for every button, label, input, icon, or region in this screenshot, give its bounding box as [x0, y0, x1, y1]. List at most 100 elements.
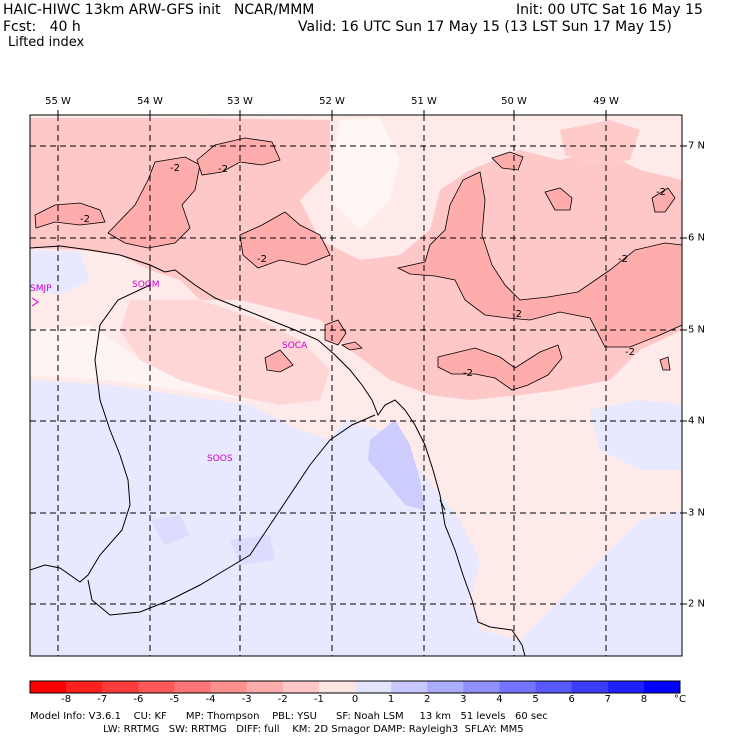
colorbar-swatch: [463, 681, 500, 693]
colorbar-swatch: [355, 681, 392, 693]
colorbar-swatch: [30, 681, 67, 693]
positive-li-area: [230, 535, 275, 565]
lon-label: 53 W: [227, 96, 253, 107]
positive-li-area: [590, 400, 682, 470]
graticule: [30, 115, 682, 656]
strong-negative-li-area: [340, 341, 363, 351]
colorbar-tick-label: 5: [532, 694, 539, 705]
station-marker: [31, 297, 39, 307]
colorbar-swatch: [318, 681, 356, 693]
lat-label: 2 N: [688, 598, 706, 610]
colorbar-tick-label: 1: [387, 694, 395, 705]
colorbar-tick-label: -5: [169, 694, 180, 705]
contour-label: -2: [80, 214, 90, 225]
lat-label: 6 N: [688, 232, 706, 244]
positive-li-area: [30, 250, 90, 295]
positive-li-area: [150, 515, 190, 545]
station-label: SOCA: [282, 341, 308, 351]
negative-li-area: [120, 300, 330, 405]
colorbar: [29, 680, 681, 694]
colorbar-tick-label: -8: [61, 694, 72, 705]
colorbar-tick-label: -1: [313, 694, 324, 705]
border-line: [87, 414, 376, 616]
colorbar-tick-label: 8: [640, 694, 648, 705]
colorbar-tick-label: 6: [568, 694, 575, 705]
colorbar-tick-label: 0: [351, 694, 359, 705]
colorbar-unit: °C: [674, 694, 686, 705]
strong-negative-li-area: [196, 137, 281, 176]
colorbar-tick-label: -2: [277, 694, 288, 705]
strong-negative-li-area: [396, 171, 682, 348]
frame-ticks: [57, 110, 687, 605]
lon-label: 50 W: [501, 96, 527, 107]
strong-negative-li-area: [34, 202, 106, 229]
colorbar-swatch: [282, 681, 320, 693]
contour-label: -2: [625, 347, 635, 358]
lon-label: 52 W: [319, 96, 345, 107]
colorbar-swatch: [391, 681, 428, 693]
station-label: SOGM: [132, 280, 160, 290]
colorbar-swatch: [246, 681, 284, 693]
contour-label: -2: [218, 164, 228, 175]
colorbar-swatch: [138, 681, 175, 693]
station-label: SOOS: [207, 454, 233, 464]
forecast-hour: Fcst: 40 h: [3, 19, 81, 35]
model-info-line2: LW: RRTMG SW: RRTMG DIFF: full KM: 2D Sm…: [30, 724, 524, 735]
field-name: Lifted index: [8, 35, 85, 50]
contour-label: -2: [463, 368, 473, 379]
contour-label: -2: [618, 254, 628, 265]
colorbar-tick-label: -6: [133, 694, 144, 705]
contour-label: -2: [170, 163, 180, 174]
lon-label: 55 W: [45, 96, 71, 107]
coastline: [30, 245, 526, 656]
lon-label: 54 W: [137, 96, 163, 107]
strong-negative-li-area: [239, 211, 331, 269]
model-info-line1: Model Info: V3.6.1 CU: KF MP: Thompson P…: [30, 711, 548, 722]
lat-label: 4 N: [688, 415, 706, 427]
lon-label: 49 W: [593, 96, 619, 107]
border-line: [30, 270, 151, 583]
lon-label: 51 W: [411, 96, 437, 107]
lat-label: 5 N: [688, 324, 706, 336]
colorbar-tick-label: 4: [496, 694, 503, 705]
colorbar-swatch: [174, 681, 212, 693]
colorbar-swatch: [499, 681, 537, 693]
strong-negative-li-area: [107, 156, 201, 249]
contour-label: -2: [656, 187, 666, 198]
model-title: HAIC-HIWC 13km ARW-GFS init NCAR/MMM: [3, 2, 315, 18]
contour-label: -2: [257, 254, 267, 265]
strong-negative-li-area: [324, 319, 347, 346]
lat-label: 7 N: [688, 140, 706, 152]
colorbar-swatch: [427, 681, 464, 693]
border-line: [439, 499, 446, 511]
colorbar-swatch: [643, 681, 681, 693]
map-frame: [29, 114, 683, 657]
colorbar-tick-label: -7: [97, 694, 108, 705]
colorbar-tick-label: -4: [205, 694, 216, 705]
init-time: Init: 00 UTC Sat 16 May 15: [516, 2, 703, 18]
colorbar-tick-label: 3: [460, 694, 467, 705]
colorbar-swatch: [210, 681, 248, 693]
valid-time: Valid: 16 UTC Sun 17 May 15 (13 LST Sun …: [298, 19, 672, 35]
lat-label: 3 N: [688, 507, 706, 519]
colorbar-swatch: [571, 681, 609, 693]
positive-li-area: [368, 420, 425, 510]
colorbar-tick-label: -3: [241, 694, 252, 705]
station-label: SMJP: [30, 284, 52, 294]
colorbar-tick-label: 7: [604, 694, 611, 705]
colorbar-swatch: [102, 681, 139, 693]
colorbar-swatch: [607, 681, 645, 693]
strong-negative-li-area: [491, 151, 524, 171]
negative-li-area: [560, 120, 640, 165]
strong-negative-li-area: [659, 356, 671, 371]
colorbar-swatch: [66, 681, 103, 693]
strong-negative-li-area: [437, 344, 563, 391]
colorbar-frame: [29, 680, 681, 694]
strong-negative-li-area: [264, 349, 294, 373]
strong-negative-li-area: [544, 187, 573, 211]
contour-labels: -2 -2 -2 -2 -2 -2 -2 -2 -2: [80, 163, 666, 379]
strong-negative-li-area: [651, 187, 676, 213]
colorbar-swatch: [535, 681, 573, 693]
contour-label: -2: [512, 309, 522, 320]
